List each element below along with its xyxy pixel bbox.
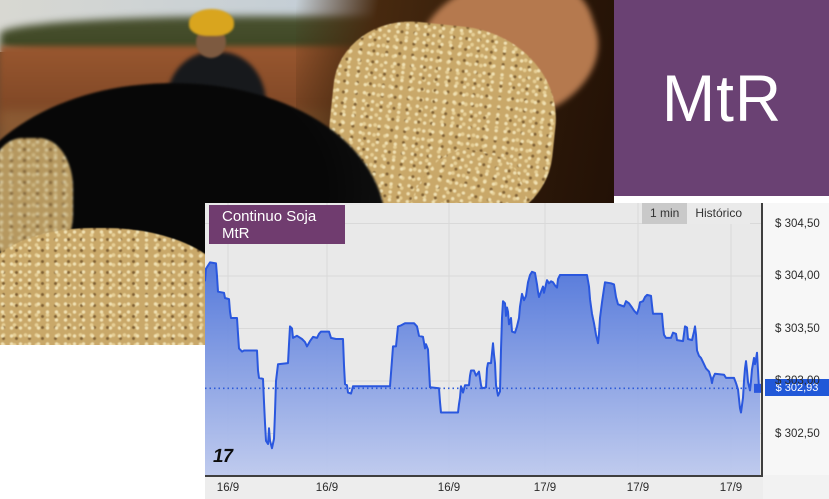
price-tick-label: $ 304,00 [775, 270, 820, 282]
chart-title-badge: Continuo Soja MtR [209, 205, 345, 244]
time-tick-label: 16/9 [315, 482, 339, 494]
photo-soybean-pile [0, 228, 230, 345]
time-axis[interactable]: 16/9 16/9 16/9 17/9 17/9 17/9 [205, 475, 763, 499]
time-tick-label: 16/9 [216, 482, 240, 494]
price-axis[interactable]: $ 302,93 $ 304,50 $ 304,00 $ 303,50 $ 303,0… [761, 203, 829, 475]
soybean-harvest-photo [0, 0, 614, 345]
chart-toolbar: 1 min Histórico [642, 203, 751, 224]
price-tick-label: $ 303,50 [775, 322, 820, 335]
time-tick-label: 17/9 [533, 482, 557, 494]
chart-plot-area[interactable]: Continuo Soja MtR 1 min Histórico 17 [205, 203, 761, 475]
mtr-logo: MtR [614, 0, 829, 196]
time-tick-label: 17/9 [719, 482, 743, 494]
price-tick-label: $ 302,50 [775, 427, 820, 440]
photo-yellow-cap [189, 9, 234, 36]
toolbar-button-1-min[interactable]: 1 min [642, 203, 688, 224]
time-tick-label: 16/9 [437, 482, 461, 494]
price-tick-label: $ 304,50 [775, 217, 820, 230]
price-chart-widget: Continuo Soja MtR 1 min Histórico 17 $ 30… [205, 203, 829, 499]
price-tick-label: $ 303,00 [775, 375, 820, 387]
time-tick-label: 17/9 [626, 482, 650, 494]
axis-corner [763, 475, 829, 499]
current-price-badge: $ 302,93 [765, 379, 829, 396]
toolbar-button-histórico[interactable]: Histórico [687, 203, 751, 224]
mtr-logo-text: MtR [661, 61, 782, 135]
tradingview-logo-icon[interactable]: 17 [211, 446, 235, 467]
